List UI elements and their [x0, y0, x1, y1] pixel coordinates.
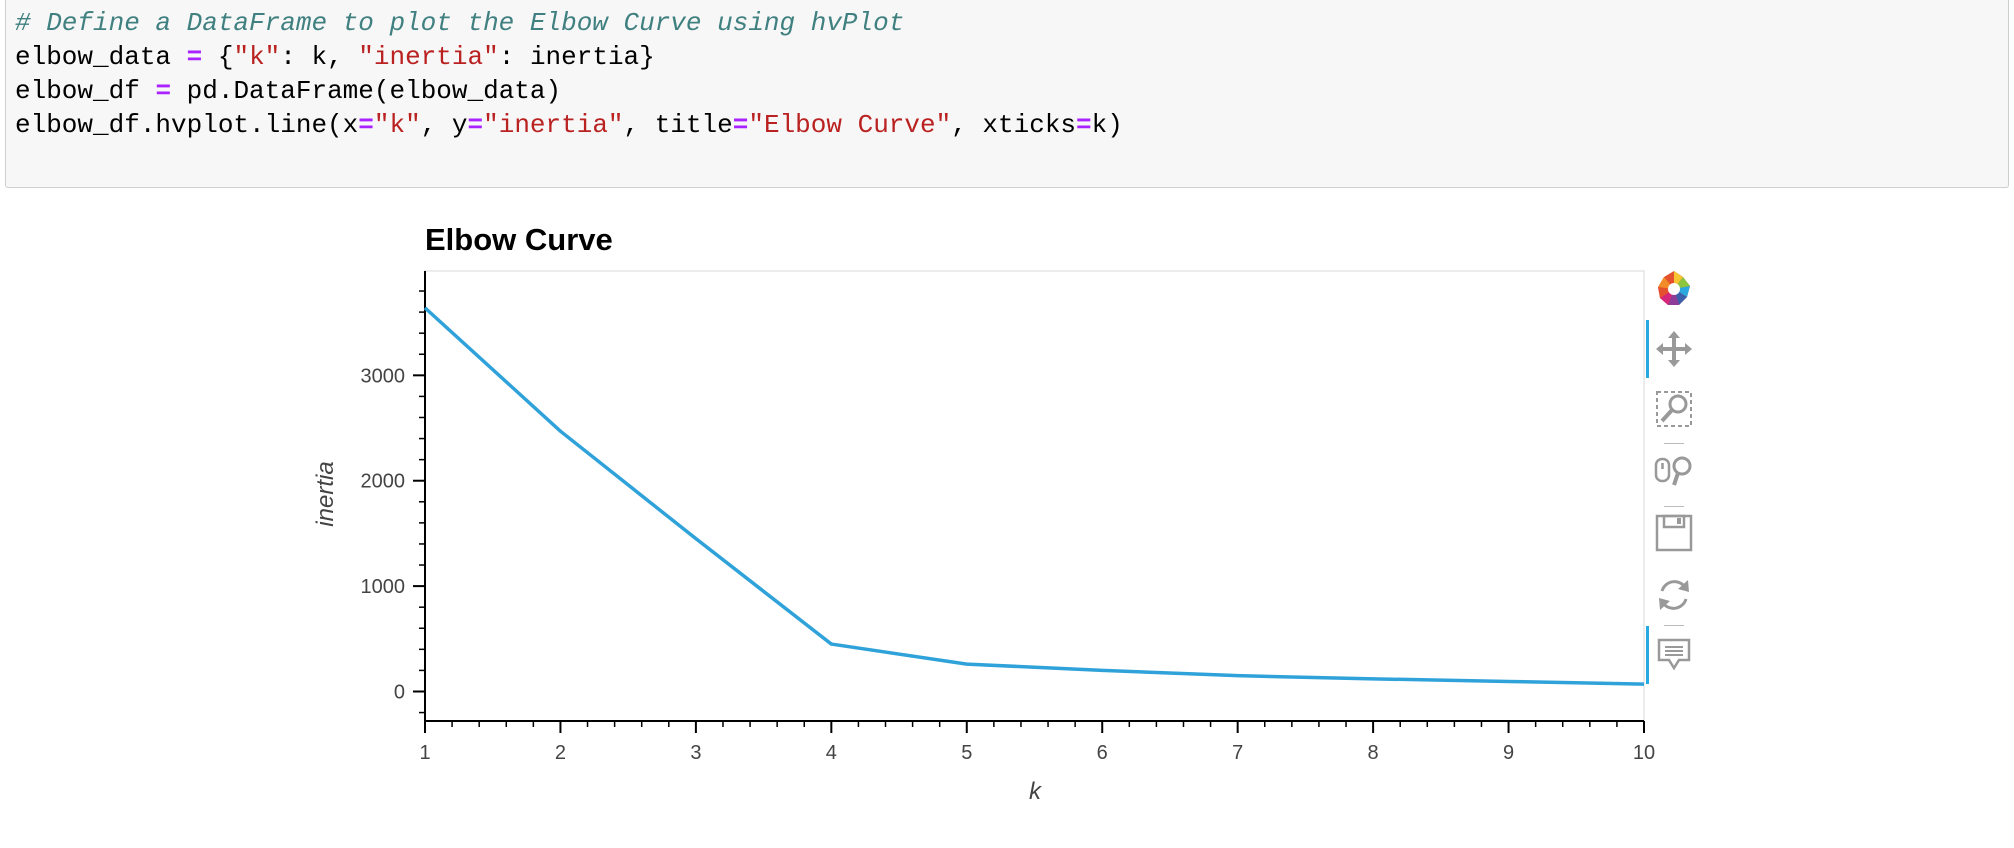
save-tool-button[interactable]: [1646, 508, 1702, 558]
code-token: =: [358, 110, 374, 140]
toolbar-divider: [1664, 506, 1684, 507]
box-zoom-icon: [1656, 391, 1692, 427]
x-tick-label: 5: [961, 742, 972, 764]
toolbar-divider: [1664, 443, 1684, 444]
code-token: "inertia": [483, 110, 624, 140]
plot-frame: [424, 270, 1645, 722]
code-line: elbow_df = pd.DataFrame(elbow_data): [15, 74, 1123, 108]
reset-icon: [1659, 580, 1689, 610]
y-axis-label: inertia: [312, 461, 339, 526]
code-line: elbow_data = {"k": k, "inertia": inertia…: [15, 40, 1123, 74]
x-tick-label: 3: [690, 742, 701, 764]
code-token: =: [732, 110, 749, 140]
box-zoom-tool-button[interactable]: [1646, 384, 1702, 434]
x-axis-label: k: [1029, 778, 1043, 805]
x-tick-label: 2: [555, 742, 566, 764]
code-token: k): [1091, 110, 1123, 140]
code-editor[interactable]: # Define a DataFrame to plot the Elbow C…: [15, 6, 1123, 142]
code-token: , xticks: [951, 110, 1077, 140]
x-tick-label: 8: [1368, 742, 1379, 764]
pan-active-indicator: [1646, 320, 1649, 378]
y-tick-label: 3000: [361, 365, 406, 387]
code-token: elbow_df: [15, 76, 156, 106]
x-tick-label: 9: [1503, 742, 1514, 764]
code-token: =: [1076, 110, 1092, 140]
bokeh-logo-button[interactable]: [1646, 264, 1702, 314]
code-token: =: [155, 76, 172, 106]
wheel-zoom-icon: [1654, 456, 1692, 486]
code-token: =: [186, 42, 203, 72]
code-token: elbow_df.hvplot.line(x: [15, 110, 359, 140]
plot-title: Elbow Curve: [425, 222, 613, 257]
code-token: # Define a DataFrame to plot the Elbow C…: [15, 8, 905, 38]
x-tick-label: 10: [1633, 742, 1655, 764]
code-token: "Elbow Curve": [748, 110, 952, 140]
code-token: "k": [233, 42, 281, 72]
x-tick-label: 6: [1097, 742, 1108, 764]
y-tick-label: 2000: [361, 471, 406, 493]
code-token: elbow_data: [15, 42, 187, 72]
pan-icon: [1656, 331, 1692, 367]
reset-tool-button[interactable]: [1646, 570, 1702, 620]
code-token: =: [467, 110, 484, 140]
hover-tool-button[interactable]: [1646, 630, 1702, 680]
code-token: , title: [623, 110, 733, 140]
code-token: {: [202, 42, 234, 72]
plot-toolbar: [1646, 264, 1702, 684]
code-token: "inertia": [358, 42, 499, 72]
code-line: elbow_df.hvplot.line(x="k", y="inertia",…: [15, 108, 1123, 142]
bokeh-logo-icon: [1658, 271, 1690, 305]
hover-icon: [1657, 638, 1691, 671]
x-tick-label: 7: [1232, 742, 1243, 764]
wheel-zoom-tool-button[interactable]: [1646, 446, 1702, 496]
x-tick-label: 1: [419, 742, 430, 764]
y-tick-label: 0: [394, 681, 405, 703]
pan-tool-button[interactable]: [1646, 324, 1702, 374]
code-token: , y: [420, 110, 468, 140]
code-line: # Define a DataFrame to plot the Elbow C…: [15, 6, 1123, 40]
toolbar-divider: [1664, 625, 1684, 626]
code-token: : k,: [280, 42, 359, 72]
code-token: pd.DataFrame(elbow_data): [171, 76, 562, 106]
x-tick-label: 4: [826, 742, 837, 764]
code-cell[interactable]: # Define a DataFrame to plot the Elbow C…: [5, 0, 2009, 188]
y-tick-label: 1000: [361, 576, 406, 598]
code-token: : inertia}: [498, 42, 655, 72]
hover-active-indicator: [1646, 626, 1649, 684]
code-token: "k": [373, 110, 421, 140]
inertia-line: [423, 306, 1645, 686]
save-icon: [1655, 514, 1693, 552]
